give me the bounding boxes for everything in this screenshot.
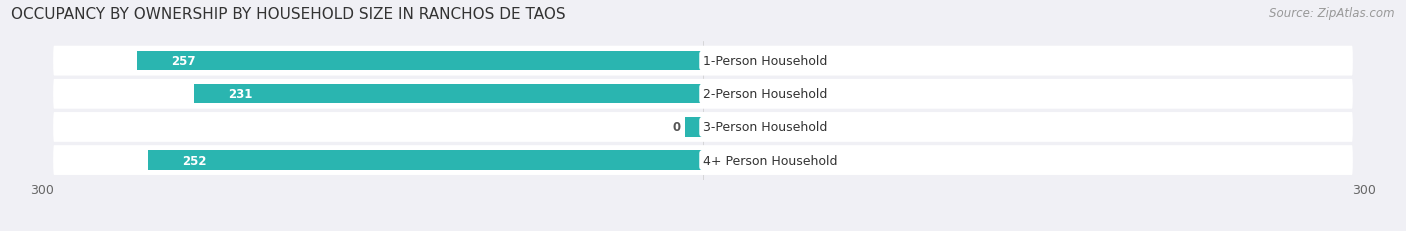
Text: 0: 0 [797, 154, 806, 167]
Text: 3-Person Household: 3-Person Household [703, 121, 827, 134]
FancyBboxPatch shape [53, 146, 1353, 175]
FancyBboxPatch shape [198, 88, 283, 100]
FancyBboxPatch shape [53, 112, 1353, 142]
Text: 4+ Person Household: 4+ Person Household [703, 154, 838, 167]
Text: OCCUPANCY BY OWNERSHIP BY HOUSEHOLD SIZE IN RANCHOS DE TAOS: OCCUPANCY BY OWNERSHIP BY HOUSEHOLD SIZE… [11, 7, 565, 22]
Bar [685, 118, 703, 137]
Bar [703, 151, 780, 170]
Bar [136, 52, 703, 71]
Bar [703, 52, 780, 71]
Text: 252: 252 [181, 154, 207, 167]
Bar [703, 85, 780, 104]
Text: 0: 0 [797, 55, 806, 68]
Text: 231: 231 [228, 88, 253, 101]
Bar [194, 85, 703, 104]
FancyBboxPatch shape [141, 55, 225, 67]
FancyBboxPatch shape [152, 155, 236, 166]
Text: Source: ZipAtlas.com: Source: ZipAtlas.com [1270, 7, 1395, 20]
Text: 0: 0 [797, 121, 806, 134]
FancyBboxPatch shape [53, 46, 1353, 76]
Text: 2-Person Household: 2-Person Household [703, 88, 827, 101]
Bar [703, 118, 780, 137]
FancyBboxPatch shape [53, 79, 1353, 109]
Text: 0: 0 [672, 121, 681, 134]
Text: 0: 0 [797, 88, 806, 101]
Text: 257: 257 [172, 55, 195, 68]
Text: 1-Person Household: 1-Person Household [703, 55, 827, 68]
Bar [148, 151, 703, 170]
